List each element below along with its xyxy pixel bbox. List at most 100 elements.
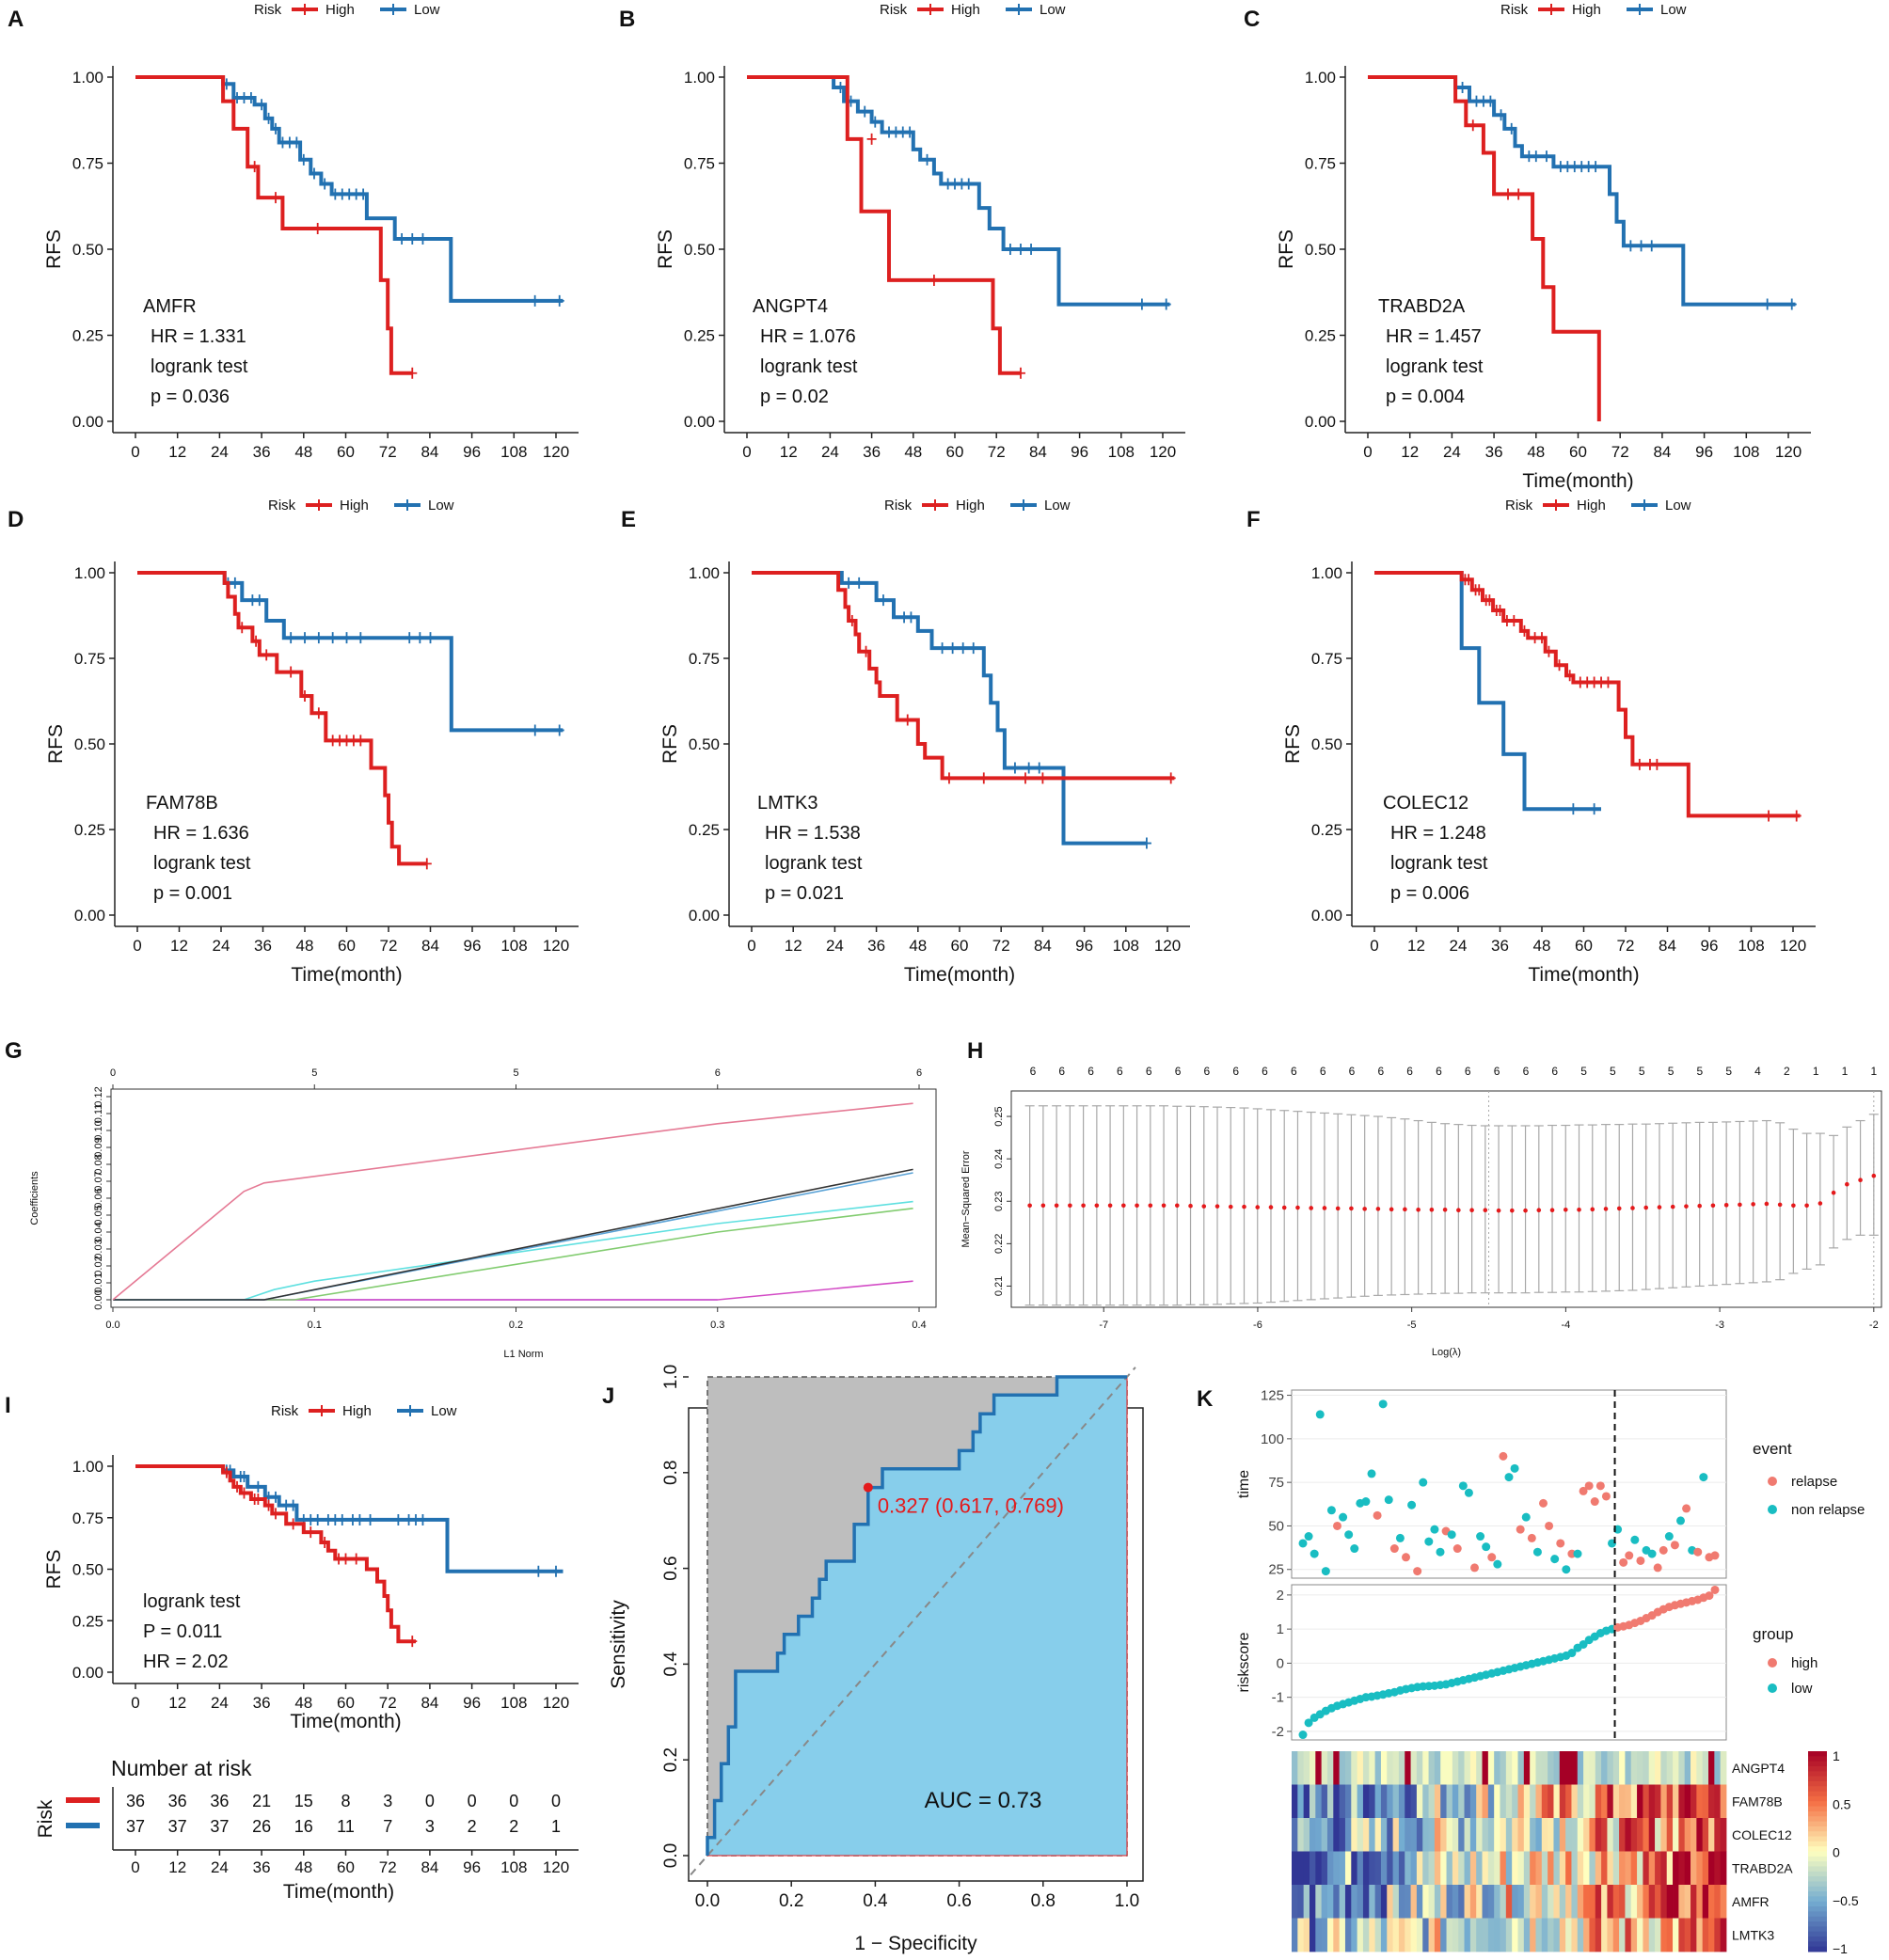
heatmap-cell — [1673, 1751, 1679, 1785]
mse-point — [1375, 1207, 1381, 1211]
heatmap-cell — [1548, 1818, 1554, 1852]
x-tick-label: 24 — [1443, 443, 1461, 461]
heatmap-cell — [1702, 1851, 1709, 1886]
annotation-line: FAM78B — [146, 793, 218, 814]
heatmap-cell — [1362, 1885, 1370, 1919]
heatmap-cell — [1505, 1751, 1513, 1785]
censor-mark — [554, 724, 564, 736]
heatmap-cell — [1619, 1818, 1626, 1852]
x-tick-label: 12 — [168, 443, 186, 461]
x-tick-label: 36 — [1491, 937, 1509, 955]
heatmap-cell — [1476, 1885, 1483, 1919]
heatmap-cell — [1559, 1885, 1566, 1919]
censor-mark — [407, 367, 418, 379]
heatmap-cell — [1595, 1851, 1602, 1886]
heatmap-cell — [1315, 1851, 1323, 1886]
heatmap-cell — [1392, 1784, 1400, 1819]
censor-mark — [298, 153, 309, 166]
y-tick-label: 1.00 — [684, 69, 715, 87]
x-tick-label: 0 — [742, 443, 751, 461]
censor-mark — [1005, 244, 1015, 255]
heatmap-cell — [1464, 1818, 1471, 1852]
heatmap-cell — [1476, 1751, 1483, 1785]
top-tick-label: 6 — [1291, 1065, 1297, 1078]
heatmap-cell — [1517, 1784, 1525, 1819]
heatmap-cell — [1469, 1784, 1477, 1819]
annotation-line: TRABD2A — [1378, 296, 1466, 317]
heatmap-cell — [1548, 1918, 1554, 1952]
heatmap-cell — [1405, 1784, 1411, 1819]
heatmap-cell — [1315, 1751, 1323, 1785]
annotation-line: HR = 1.538 — [765, 823, 861, 844]
heatmap-cell — [1583, 1751, 1590, 1785]
x-tick-label: 60 — [337, 1858, 355, 1876]
heatmap-cell — [1315, 1784, 1323, 1819]
x-tick-label: 0 — [747, 937, 755, 955]
colorbar-tick-label: 1 — [1833, 1748, 1840, 1763]
heatmap-cell — [1387, 1751, 1393, 1785]
heatmap-cell — [1476, 1818, 1483, 1852]
heatmap-cell — [1292, 1818, 1298, 1852]
censor-mark — [351, 1553, 361, 1565]
mse-point — [1094, 1203, 1100, 1209]
heatmap-cell — [1315, 1885, 1323, 1919]
y-tick-label: 0.50 — [684, 241, 715, 259]
heatmap-cell — [1691, 1918, 1697, 1952]
heatmap-cell — [1464, 1918, 1471, 1952]
heatmap-cell — [1416, 1751, 1423, 1785]
heatmap-cell — [1655, 1885, 1661, 1919]
time-point — [1344, 1530, 1354, 1540]
censor-mark — [1786, 298, 1797, 310]
heatmap-cell — [1666, 1784, 1674, 1819]
heatmap-cell — [1589, 1751, 1596, 1785]
heatmap-cell — [1648, 1851, 1656, 1886]
censor-mark — [530, 724, 540, 736]
censor-mark — [902, 714, 913, 726]
panel-label: D — [8, 507, 24, 532]
heatmap-cell — [1589, 1851, 1596, 1886]
heatmap-cell — [1458, 1851, 1465, 1886]
risk-count: 0 — [509, 1792, 518, 1810]
heatmap-cell — [1565, 1818, 1572, 1852]
censor-mark — [866, 133, 877, 145]
y-tick-label: 0.25 — [74, 821, 105, 839]
heatmap-cell — [1440, 1851, 1447, 1886]
km-curve-low — [137, 571, 564, 733]
x-tick-label: 60 — [1569, 443, 1587, 461]
heatmap-cell — [1535, 1818, 1543, 1852]
censor-mark — [905, 126, 915, 138]
heatmap-cell — [1344, 1751, 1352, 1785]
time-point — [1373, 1510, 1382, 1520]
heatmap-cell — [1541, 1885, 1548, 1919]
heatmap-cell — [1428, 1751, 1436, 1785]
mse-point — [1148, 1203, 1153, 1209]
y-tick-label: 0.23 — [993, 1192, 1005, 1211]
top-tick-label: 5 — [1580, 1065, 1587, 1078]
censor-mark — [221, 1466, 231, 1478]
mse-point — [1563, 1207, 1568, 1212]
heatmap-cell — [1416, 1918, 1423, 1952]
colorbar-cell — [1808, 1921, 1827, 1927]
time-point — [1452, 1544, 1462, 1554]
riskscore-point — [1567, 1649, 1577, 1658]
heatmap-cell — [1500, 1818, 1507, 1852]
y-tick-label: 1.0 — [661, 1365, 681, 1389]
heatmap-cell — [1469, 1751, 1477, 1785]
heatmap-cell — [1696, 1885, 1704, 1919]
heatmap-cell — [1673, 1918, 1679, 1952]
risk-count: 36 — [126, 1792, 145, 1810]
heatmap-cell — [1637, 1784, 1643, 1819]
km-curve-high — [137, 571, 427, 866]
censor-mark — [1514, 188, 1524, 200]
heatmap-cell — [1691, 1784, 1697, 1819]
heatmap-cell — [1458, 1818, 1465, 1852]
heatmap-cell — [1405, 1818, 1411, 1852]
y-tick-label: 0.12 — [93, 1086, 104, 1106]
heatmap-cell — [1601, 1885, 1608, 1919]
heatmap-cell — [1530, 1751, 1536, 1785]
x-tick-label: 84 — [1029, 443, 1047, 461]
x-axis-label: L1 Norm — [503, 1349, 543, 1360]
heatmap-cell — [1374, 1818, 1382, 1852]
heatmap-cell — [1696, 1784, 1704, 1819]
